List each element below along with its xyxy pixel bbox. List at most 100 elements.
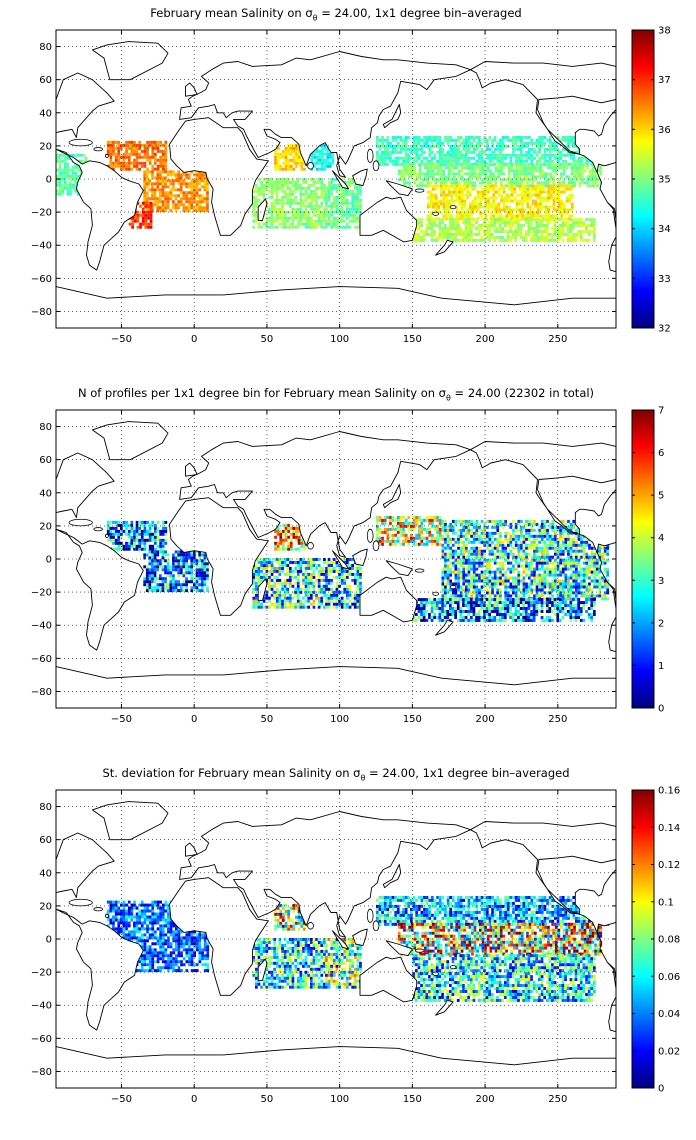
data-cell [255,213,258,217]
data-cell [507,169,511,173]
data-cell [534,163,537,167]
data-cell [529,196,532,200]
data-cell [402,156,405,160]
data-cell [141,207,145,211]
data-cell [166,179,170,183]
data-cell [195,583,199,587]
data-cell [283,210,287,214]
data-cell [389,533,392,537]
data-cell [299,558,303,561]
data-cell [599,169,603,173]
data-cell [553,227,557,230]
data-cell [286,581,290,585]
data-cell [572,136,576,139]
data-cell [286,599,290,603]
data-cell [487,205,490,209]
data-cell [320,596,324,600]
data-cell [284,149,288,153]
data-cell [332,186,336,190]
data-cell [543,153,547,157]
data-cell [540,233,544,236]
data-cell [151,182,154,186]
data-cell [154,547,157,551]
data-cell [351,207,354,211]
data-cell [340,201,344,205]
data-cell [296,216,300,220]
data-cell [549,175,553,179]
data-cell [164,194,167,198]
data-cell [353,201,357,205]
data-cell [510,163,514,167]
data-cell [557,193,561,197]
data-cell [523,166,527,170]
data-cell [296,213,300,217]
data-cell [400,169,404,173]
data-cell [135,167,139,171]
data-cell [156,149,160,153]
data-cell [159,574,162,578]
data-cell [577,150,581,154]
data-cell [426,196,430,200]
data-cell [292,143,296,147]
data-cell [561,224,565,227]
data-cell [281,201,284,205]
data-cell [255,572,258,576]
data-cell [436,530,439,534]
data-cell [310,602,313,606]
data-cell [304,189,308,193]
data-cell [130,529,134,533]
data-cell [315,222,318,226]
data-cell [563,202,566,206]
data-cell [177,571,180,575]
data-cell [486,138,489,142]
data-cell [396,539,400,543]
data-cell [161,556,165,560]
data-cell [63,177,67,181]
data-cell [488,136,492,139]
data-cell [547,199,550,203]
data-cell [317,195,321,199]
data-cell [522,136,526,139]
data-cell [376,524,379,528]
data-cell [172,194,175,198]
data-cell [278,558,282,561]
data-cell [501,141,505,145]
data-cell [451,144,455,148]
y-tick-label: 80 [39,42,52,53]
data-cell [551,218,554,222]
data-cell [540,230,544,233]
data-cell [456,230,460,233]
data-cell [71,177,75,181]
data-cell [530,147,534,151]
data-cell [539,208,543,212]
data-cell [187,209,191,213]
data-cell [412,147,416,151]
data-cell [472,534,476,538]
data-cell [153,203,157,207]
data-cell [564,159,568,163]
data-cell [394,136,397,139]
data-cell [447,169,451,173]
data-cell [206,209,209,213]
data-cell [470,144,473,148]
data-cell [159,583,162,587]
data-cell [156,182,160,186]
data-cell [63,156,67,160]
data-cell [130,541,134,545]
data-cell [474,208,477,212]
data-cell [475,567,479,571]
data-cell [58,183,62,187]
data-cell [451,218,455,222]
data-cell [514,159,518,163]
data-cell [404,144,408,148]
data-cell [470,221,473,225]
data-cell [465,144,468,148]
data-cell [159,176,162,180]
data-cell [274,164,277,168]
data-cell [193,556,196,560]
data-cell [376,144,379,148]
data-cell [299,207,303,211]
data-cell [323,558,326,561]
data-cell [166,170,170,174]
data-cell [383,153,387,157]
